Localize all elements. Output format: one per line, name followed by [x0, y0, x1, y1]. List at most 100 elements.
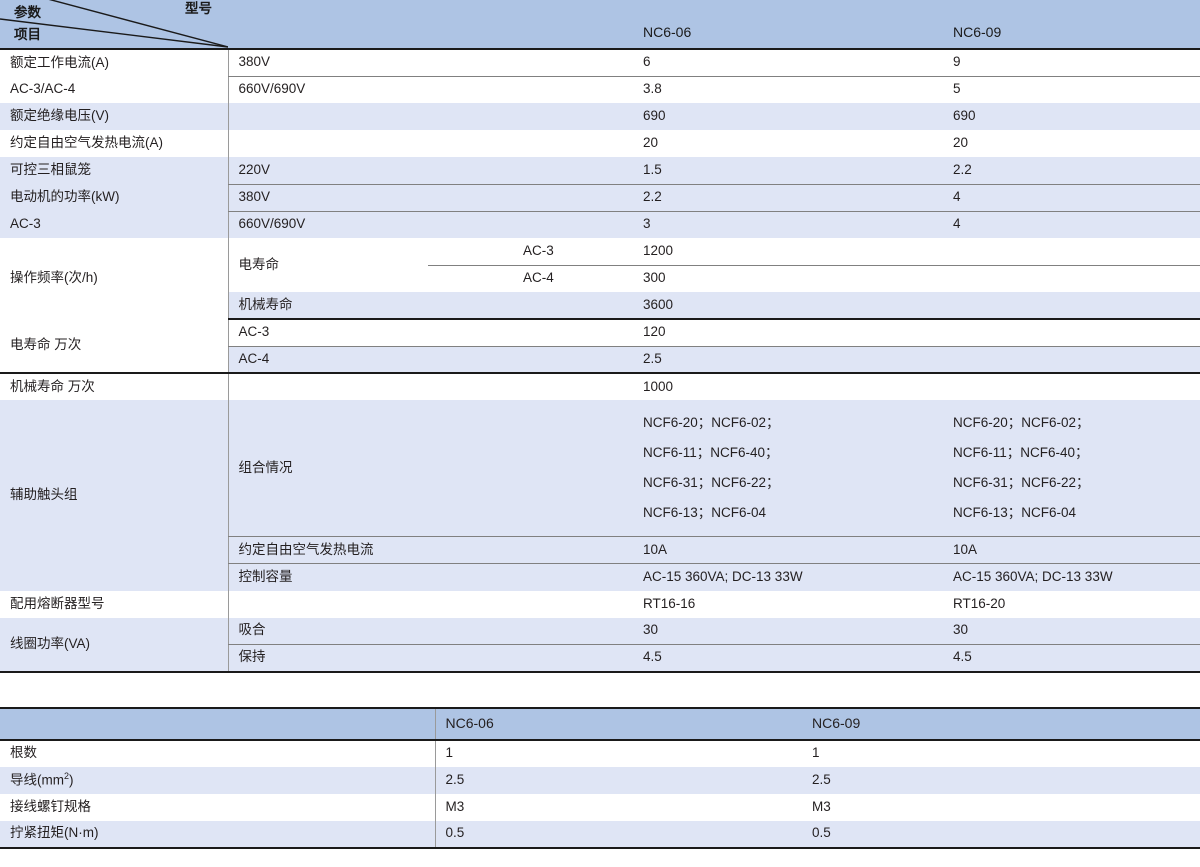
row-label: 额定工作电流(A)	[10, 54, 109, 70]
row-value-nc6-06: 2.2	[628, 184, 938, 212]
row-value-nc6-09: AC-15 360VA; DC-13 33W	[938, 563, 1200, 591]
combo-line: NCF6-31；NCF6-22；	[643, 475, 780, 490]
row-sub-pickup: 吸合	[227, 617, 628, 645]
corner-diagonal-box: 参数 型号 项目	[0, 0, 228, 48]
row-sub-ac3: AC-3	[227, 319, 628, 347]
row-value-nc6-09: 30	[938, 617, 1200, 645]
row-sub-value: 220V	[227, 157, 628, 185]
row-value-nc6-06: 3.8	[643, 81, 662, 97]
row-label-aux-contact-group: 辅助触头组	[0, 400, 228, 591]
row-value-nc6-06: 120	[628, 319, 938, 347]
row-value-nc6-09: 20	[953, 135, 969, 151]
row-label-screw-spec: 接线螺钉规格	[10, 798, 91, 814]
table2-corner-cell	[0, 706, 435, 741]
row-value-nc6-06: 3600	[628, 292, 938, 320]
column-header-nc6-09: NC6-09	[938, 0, 1200, 50]
row-sub-value	[227, 373, 628, 400]
row-value-nc6-06: 1000	[643, 378, 674, 394]
row-value-nc6-06: 10A	[628, 536, 938, 564]
row-value-nc6-06: 690	[643, 108, 666, 124]
row-label: 约定自由空气发热电流(A)	[10, 135, 163, 151]
row-sub-combination: 组合情况	[227, 400, 628, 537]
table-row: AC-4 2.5	[0, 346, 1200, 374]
row-sub-electrical-life: 电寿命	[227, 238, 428, 292]
table-gap	[0, 673, 1200, 707]
row-value-nc6-09: 2.5	[812, 771, 831, 787]
table-row: 线圈功率(VA) 吸合 30 30	[0, 617, 1200, 673]
row-label: AC-3/AC-4	[10, 81, 76, 97]
table-row: AC-3 660V/690V 3 4	[0, 211, 1200, 238]
wire-label-superscript: 2	[64, 770, 70, 781]
row-label: 电动机的功率(kW)	[10, 189, 120, 205]
table-row: 约定自由空气发热电流 10A 10A	[0, 536, 1200, 564]
row-label: 可控三相鼠笼	[10, 162, 91, 178]
sub-column-ac3: AC-3	[428, 238, 628, 266]
row-value-nc6-09: 0.5	[802, 820, 1200, 849]
header-corner-cell: 参数 型号 项目	[0, 0, 628, 50]
row-value-nc6-06: 1	[434, 739, 802, 767]
table2-header-row: NC6-06 NC6-09	[0, 706, 1200, 741]
row-value-nc6-06: 300	[643, 270, 666, 286]
table-row: 控制容量 AC-15 360VA; DC-13 33W AC-15 360VA;…	[0, 563, 1200, 591]
row-value-nc6-09: 1	[812, 745, 820, 761]
row-value-nc6-09: 2.2	[938, 157, 1200, 185]
corner-model-label: 型号	[185, 1, 212, 16]
row-value-nc6-09	[938, 265, 1200, 292]
row-sub-value: 660V/690V	[227, 76, 628, 103]
table-row: AC-3/AC-4 660V/690V 3.8 5	[0, 76, 1200, 103]
table-row: 额定绝缘电压(V) 690 690	[0, 103, 1200, 130]
row-value-nc6-09: 4	[953, 216, 961, 232]
corner-item-label: 项目	[14, 27, 41, 42]
row-label-electrical-life: 电寿命 万次	[0, 319, 228, 374]
table-row: 辅助触头组 组合情况 NCF6-20；NCF6-02； NCF6-11；NCF6…	[0, 400, 1200, 591]
combo-line: NCF6-20；NCF6-02；	[643, 415, 780, 430]
row-value-nc6-09	[938, 292, 1200, 320]
table-row: 机械寿命 万次 1000	[0, 373, 1200, 400]
row-label-operating-frequency: 操作频率(次/h)	[10, 270, 98, 286]
table-row: 机械寿命 3600	[0, 292, 1200, 320]
table-row: 配用熔断器型号 RT16-16 RT16-20	[0, 590, 1200, 618]
row-value-nc6-09: 9	[938, 49, 1200, 77]
row-label: AC-3	[10, 216, 41, 232]
row-sub-value	[227, 130, 628, 157]
row-value-nc6-09: 690	[953, 108, 976, 124]
row-value-nc6-06: 1200	[628, 238, 938, 266]
row-sub-value	[227, 103, 628, 130]
table-row: 电动机的功率(kW) 380V 2.2 4	[0, 184, 1200, 212]
row-value-nc6-09: M3	[812, 798, 831, 814]
row-value-nc6-06: 1.5	[628, 157, 938, 185]
row-sub-value	[227, 590, 628, 618]
row-label: 额定绝缘电压(V)	[10, 108, 109, 124]
row-value-nc6-06: 2.5	[434, 766, 802, 794]
row-value-nc6-06: M3	[434, 793, 802, 821]
table-row: 电寿命 万次 AC-3 120	[0, 319, 1200, 374]
combo-line: NCF6-11；NCF6-40；	[643, 445, 779, 460]
row-value-nc6-06: 20	[643, 135, 659, 151]
row-sub-mechanical-life: 机械寿命	[227, 292, 628, 320]
row-value-nc6-09	[938, 238, 1200, 266]
corner-diagonal-lines	[0, 0, 228, 48]
table2-column-header-nc6-09: NC6-09	[802, 706, 1200, 741]
table-row: 接线螺钉规格 M3 M3	[0, 793, 1200, 821]
row-value-nc6-06: RT16-16	[643, 595, 696, 611]
wire-label-text: 导线(mm	[10, 772, 64, 788]
table-row: 可控三相鼠笼 220V 1.5 2.2	[0, 157, 1200, 185]
row-label-fuse-model: 配用熔断器型号	[10, 595, 105, 611]
combo-line: NCF6-20；NCF6-02；	[953, 415, 1090, 430]
sub-column-ac4: AC-4	[523, 270, 554, 286]
row-label-tightening-torque: 拧紧扭矩(N·m)	[0, 820, 435, 849]
combo-line: NCF6-13；NCF6-04	[953, 505, 1077, 520]
row-value-nc6-09: RT16-20	[953, 595, 1006, 611]
row-value-nc6-09: 4	[938, 184, 1200, 212]
main-spec-table: 参数 型号 项目 NC6-06 NC6-09 额定工作电流(A) 380V 6 …	[0, 0, 1200, 673]
row-value-nc6-09	[938, 346, 1200, 374]
row-value-nc6-06: 6	[628, 49, 938, 77]
row-value-nc6-09	[938, 373, 1200, 400]
row-sub-ac4: AC-4	[227, 346, 628, 374]
table2-column-header-nc6-06: NC6-06	[434, 706, 802, 741]
row-value-nc6-06: 30	[628, 617, 938, 645]
wire-label-tail: )	[69, 772, 74, 788]
combo-values-nc6-06: NCF6-20；NCF6-02； NCF6-11；NCF6-40； NCF6-3…	[628, 400, 938, 537]
table-row: 拧紧扭矩(N·m) 0.5 0.5	[0, 820, 1200, 849]
